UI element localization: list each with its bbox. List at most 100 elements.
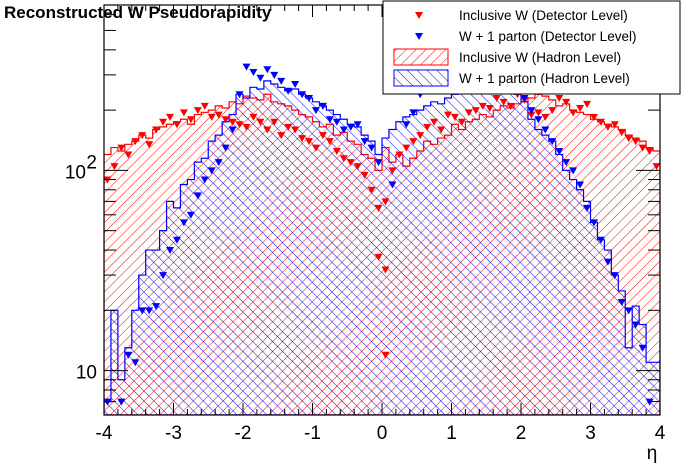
x-tick-label: 1: [446, 423, 457, 444]
data-point: [179, 219, 188, 227]
data-point: [576, 181, 585, 189]
data-point: [402, 144, 411, 152]
legend-label: W + 1 parton (Hadron Level): [459, 71, 630, 86]
data-point: [332, 118, 341, 126]
data-point: [256, 74, 265, 82]
histogram-w-1-parton-hadron-level-: [104, 74, 660, 415]
data-point: [179, 109, 188, 117]
data-point: [207, 113, 216, 121]
data-point: [131, 138, 140, 146]
data-point: [520, 94, 529, 102]
data-point: [374, 253, 383, 261]
data-point: [589, 113, 598, 121]
y-tick-label: 10: [65, 162, 86, 183]
data-point: [249, 69, 258, 77]
data-point: [603, 123, 612, 131]
data-point: [631, 321, 640, 329]
legend-hatch-icon: [393, 69, 449, 87]
data-point: [499, 98, 508, 106]
data-point: [291, 81, 300, 89]
data-point: [374, 159, 383, 167]
markers-inclusive-w-detector-level-: [104, 91, 660, 359]
data-point: [249, 113, 258, 121]
data-point: [318, 102, 327, 110]
legend: Inclusive W (Detector Level) W + 1 parton…: [382, 0, 681, 95]
data-point: [186, 211, 195, 219]
data-point: [284, 123, 293, 131]
data-point: [242, 63, 251, 71]
legend-label: Inclusive W (Hadron Level): [459, 50, 621, 65]
data-point: [214, 111, 223, 119]
histogram-outline: [104, 74, 660, 415]
data-point: [610, 272, 619, 280]
data-point: [277, 77, 286, 85]
data-point: [166, 247, 175, 255]
data-point: [638, 344, 647, 352]
data-point: [159, 272, 168, 280]
data-point: [631, 138, 640, 146]
x-axis-label: η: [647, 443, 658, 464]
data-point: [325, 116, 334, 124]
data-point: [388, 181, 397, 189]
data-point: [152, 303, 161, 311]
data-point: [235, 91, 244, 99]
data-point: [416, 132, 425, 140]
data-point: [527, 107, 536, 115]
data-point: [464, 109, 473, 117]
data-point: [527, 111, 536, 119]
data-point: [569, 109, 578, 117]
data-point: [228, 118, 237, 126]
data-point: [374, 204, 383, 212]
legend-label: Inclusive W (Detector Level): [459, 8, 628, 23]
data-point: [311, 144, 320, 152]
data-point: [381, 198, 390, 206]
data-point: [235, 121, 244, 129]
data-point: [402, 121, 411, 129]
data-point: [506, 102, 515, 110]
x-tick-label: -1: [304, 423, 321, 444]
data-point: [617, 299, 626, 307]
x-tick-label: 2: [516, 423, 527, 444]
data-point: [603, 258, 612, 266]
data-point: [617, 129, 626, 137]
x-tick-label: 3: [585, 423, 596, 444]
data-point: [145, 141, 154, 149]
data-point: [346, 123, 355, 131]
data-point: [193, 192, 202, 200]
data-point: [409, 109, 418, 117]
data-point: [339, 155, 348, 163]
data-point: [305, 138, 314, 146]
x-tick-label: 4: [655, 423, 666, 444]
data-point: [583, 204, 592, 212]
data-point: [548, 107, 557, 115]
data-point: [471, 107, 480, 115]
data-point: [360, 171, 369, 179]
histogram-fill: [104, 74, 660, 415]
data-point: [214, 159, 223, 167]
legend-item: W + 1 parton (Hadron Level): [393, 69, 630, 87]
data-point: [346, 159, 355, 167]
data-point: [381, 351, 390, 359]
data-point: [541, 126, 550, 134]
data-point: [256, 118, 265, 126]
data-point: [450, 113, 459, 121]
data-point: [325, 138, 334, 146]
data-point: [430, 118, 439, 126]
data-point: [638, 144, 647, 152]
data-point: [562, 98, 571, 106]
x-tick-label: -4: [96, 423, 113, 444]
data-point: [332, 147, 341, 155]
data-point: [576, 104, 585, 112]
histogram-layer: [104, 74, 660, 415]
data-point: [270, 118, 279, 126]
data-point: [284, 87, 293, 95]
legend-item: Inclusive W (Hadron Level): [393, 48, 621, 66]
data-point: [298, 91, 307, 99]
data-point: [409, 138, 418, 146]
data-point: [492, 94, 501, 102]
data-point: [270, 71, 279, 79]
data-point: [207, 167, 216, 175]
data-point: [645, 147, 654, 155]
